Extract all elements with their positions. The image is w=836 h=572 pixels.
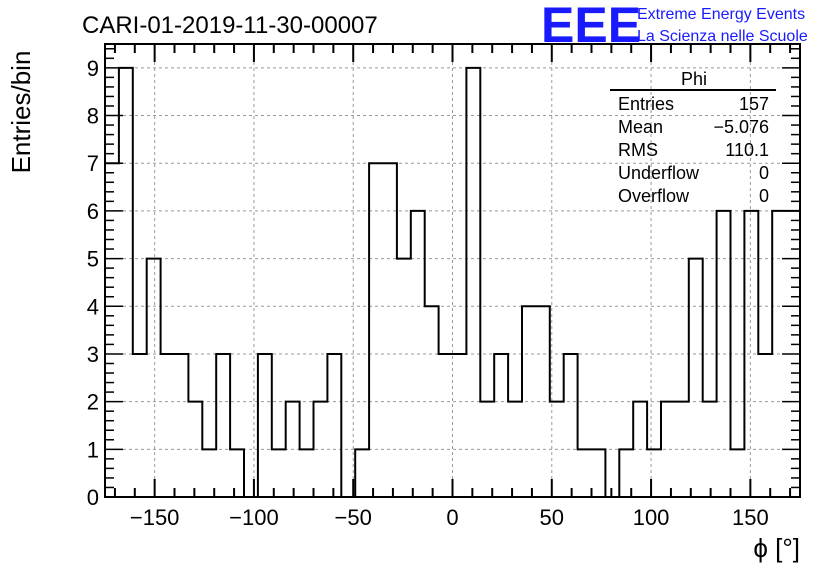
histogram-outline <box>104 66 800 498</box>
x-tick-label: −100 <box>229 505 279 530</box>
x-tick-label: −50 <box>335 505 372 530</box>
x-tick-label: 100 <box>633 505 670 530</box>
y-tick-label: 2 <box>87 390 99 415</box>
stats-rms-label: RMS <box>618 140 658 160</box>
stats-underflow-label: Underflow <box>618 163 700 183</box>
stats-overflow-value: 0 <box>759 186 769 206</box>
stats-entries-label: Entries <box>618 94 674 114</box>
stats-name: Phi <box>681 69 707 89</box>
x-tick-label: 50 <box>540 505 564 530</box>
eee-logo: EEE Extreme Energy Events La Scienza nel… <box>541 0 808 53</box>
y-tick-label: 5 <box>87 247 99 272</box>
axis-ticks <box>105 44 800 497</box>
y-tick-label: 4 <box>87 294 99 319</box>
y-tick-label: 6 <box>87 199 99 224</box>
stats-mean-value: −5.076 <box>713 117 769 137</box>
stats-entries-value: 157 <box>739 94 769 114</box>
y-tick-label: 1 <box>87 437 99 462</box>
y-tick-label: 0 <box>87 485 99 510</box>
y-tick-label: 8 <box>87 104 99 129</box>
x-tick-label: 0 <box>446 505 458 530</box>
logo-line-1: Extreme Energy Events <box>637 6 805 23</box>
stats-mean-label: Mean <box>618 117 663 137</box>
x-tick-labels: −150 −100 −50 0 50 100 150 <box>130 505 769 530</box>
stats-box: Phi Entries 157 Mean −5.076 RMS 110.1 Un… <box>610 69 776 206</box>
x-axis-title: ϕ [°] <box>753 533 800 563</box>
y-tick-label: 9 <box>87 56 99 81</box>
grid-lines <box>105 44 800 497</box>
y-tick-label: 3 <box>87 342 99 367</box>
stats-overflow-label: Overflow <box>618 186 690 206</box>
stats-rms-value: 110.1 <box>725 140 769 160</box>
y-tick-label: 7 <box>87 151 99 176</box>
y-tick-labels: 0 1 2 3 4 5 6 7 8 9 <box>87 56 99 510</box>
x-tick-label: −150 <box>130 505 180 530</box>
run-title: CARI-01-2019-11-30-00007 <box>82 12 378 39</box>
stats-underflow-value: 0 <box>759 163 769 183</box>
logo-line-2: La Scienza nelle Scuole <box>637 28 808 45</box>
y-axis-title: Entries/bin <box>6 51 36 174</box>
x-tick-label: 150 <box>732 505 769 530</box>
